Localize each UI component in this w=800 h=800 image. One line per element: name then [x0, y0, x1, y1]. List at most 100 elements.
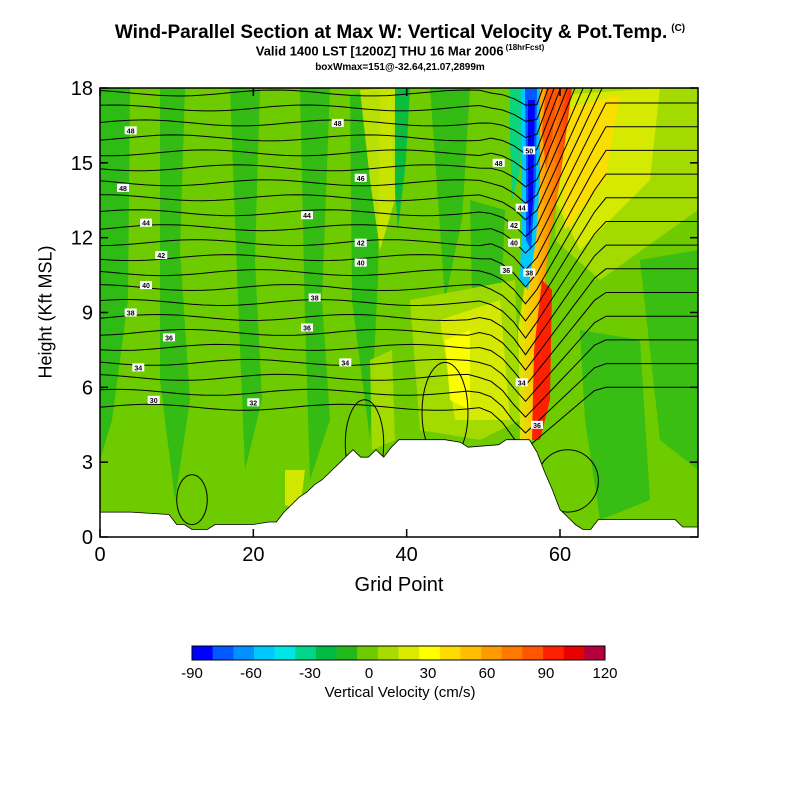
y-tick-label: 6 [82, 377, 93, 399]
contour-label-bg [492, 158, 505, 167]
theta-contour-line [100, 315, 698, 403]
colorbar-swatch [398, 646, 420, 660]
contour-label-bg [339, 358, 352, 367]
theta-contour-line [100, 88, 562, 155]
theta-contour-line [100, 221, 698, 339]
contour-label-bg [515, 203, 528, 212]
contour-label: 48 [119, 186, 127, 193]
contour-label: 34 [134, 365, 142, 372]
contour-label: 42 [157, 253, 165, 260]
chart-subtitle: Valid 1400 LST [1200Z] THU 16 Mar 2006 (1… [255, 43, 545, 59]
contour-label: 48 [334, 121, 342, 128]
x-tick-label: 60 [549, 544, 571, 566]
colorbar-tick-label: 90 [538, 665, 555, 682]
x-axis-label: Grid Point [354, 574, 444, 596]
contour-label: 40 [357, 261, 365, 268]
colorbar-frame [191, 645, 606, 661]
contour-label-bg [117, 183, 129, 192]
theta-contour-line [100, 339, 698, 418]
contour-label: 34 [518, 380, 526, 387]
contour-label-bg [354, 173, 367, 182]
colorbar-swatch [253, 646, 275, 660]
theta-contour-line [100, 88, 549, 122]
contour-label-bg [531, 420, 543, 429]
contour-label-bg [523, 268, 536, 277]
contour-label-bg [147, 395, 160, 404]
contour-label: 36 [165, 335, 173, 342]
y-tick-label: 12 [71, 228, 93, 250]
contour-label: 38 [311, 296, 319, 303]
contour-label-bg [500, 266, 513, 275]
contour-label-bg [354, 238, 367, 247]
terrain [99, 439, 699, 538]
contour-label-bg [124, 126, 137, 135]
colorbar-swatch [481, 646, 503, 660]
colorbar-swatch [522, 646, 544, 660]
theta-contour-line [100, 88, 576, 188]
colorbar-swatch [357, 646, 379, 660]
contour-label-bg [354, 258, 367, 267]
colorbar-tick-label: -60 [240, 665, 262, 682]
colorbar: -90 -60 -30 0 30 60 90 120 [181, 645, 618, 682]
colorbar-tick-label: -30 [299, 665, 321, 682]
colorbar-swatch [377, 646, 399, 660]
colorbar-swatch [315, 646, 337, 660]
contour-label-bg [515, 378, 528, 387]
theta-contours [100, 88, 698, 526]
y-tick-label: 0 [82, 527, 93, 549]
contour-label: 42 [357, 241, 365, 248]
colorbar-tick-label: 0 [365, 665, 373, 682]
contour-label-bg [140, 281, 152, 290]
y-tick-label: 9 [82, 303, 93, 325]
theta-contour-line [100, 244, 698, 356]
contour-label: 36 [303, 326, 311, 333]
theta-contour-line [100, 126, 698, 271]
contour-label: 44 [303, 213, 311, 220]
contour-label: 32 [249, 400, 257, 407]
colorbar-swatch [212, 646, 234, 660]
colorbar-swatch [274, 646, 296, 660]
contour-label-bg [301, 323, 313, 332]
theta-contour-line [100, 363, 698, 434]
contour-label-bg [155, 251, 168, 260]
colorbar-swatch [419, 646, 441, 660]
contour-label-bg [508, 238, 520, 247]
contour-label: 42 [510, 223, 518, 230]
chart-subtitle-2: boxWmax=151@-32.64,21.07,2899m [315, 62, 485, 73]
y-tick-label: 3 [82, 452, 93, 474]
colorbar-swatch [501, 646, 523, 660]
subtitle-note: (18hrFcst) [505, 43, 545, 52]
colorbar-swatch [584, 646, 606, 660]
theta-contour-line [100, 88, 593, 221]
colorbar-tick-label: 60 [479, 665, 496, 682]
contour-label-bg [132, 363, 145, 372]
title-mark: (C) [671, 22, 686, 34]
theta-contour-line [100, 197, 698, 322]
x-tick-label: 0 [94, 544, 105, 566]
theta-contour-line [100, 149, 698, 288]
colorbar-label: Vertical Velocity (cm/s) [324, 684, 476, 701]
contour-label: 44 [518, 206, 526, 213]
theta-contour-line [100, 88, 584, 204]
contour-label-bg [163, 333, 175, 342]
contour-label: 44 [142, 221, 150, 228]
contour-label-bg [247, 398, 260, 407]
contour-label: 30 [150, 398, 158, 405]
x-tick-label: 20 [242, 544, 264, 566]
theta-contour-line [100, 88, 555, 139]
contour-label-bg [301, 211, 313, 220]
contour-label-bg [331, 118, 344, 127]
contour-label: 38 [525, 271, 533, 278]
theta-contour-line [100, 173, 698, 305]
chart-title: Wind-Parallel Section at Max W: Vertical… [114, 22, 686, 43]
colorbar-swatch [192, 646, 213, 660]
theta-contour-line [100, 88, 603, 238]
colorbar-swatch [233, 646, 255, 660]
contour-label: 48 [495, 161, 503, 168]
contour-label: 38 [127, 311, 135, 318]
contour-label: 36 [502, 268, 510, 275]
theta-contour-closed [176, 474, 208, 526]
contour-label: 34 [341, 360, 349, 367]
colorbar-swatch [336, 646, 358, 660]
